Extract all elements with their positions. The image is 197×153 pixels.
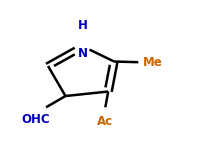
Text: N: N bbox=[78, 47, 88, 60]
Text: Ac: Ac bbox=[97, 115, 113, 128]
Text: Me: Me bbox=[143, 56, 163, 69]
Text: H: H bbox=[78, 19, 88, 32]
Text: OHC: OHC bbox=[21, 113, 50, 126]
